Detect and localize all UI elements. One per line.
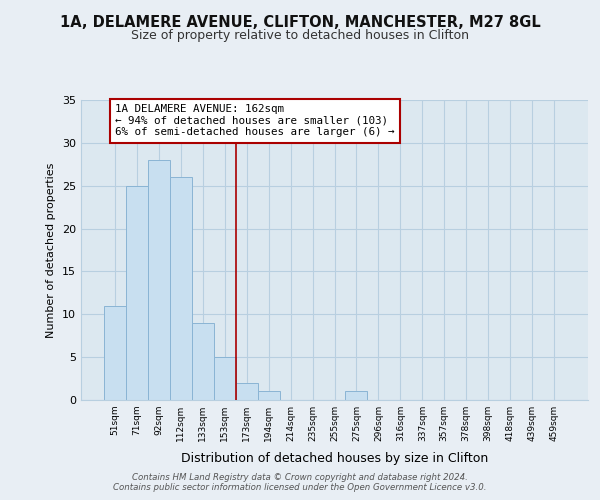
Text: 1A, DELAMERE AVENUE, CLIFTON, MANCHESTER, M27 8GL: 1A, DELAMERE AVENUE, CLIFTON, MANCHESTER… <box>59 15 541 30</box>
Bar <box>236 383 257 400</box>
Bar <box>192 323 214 400</box>
Bar <box>346 392 367 400</box>
Text: Size of property relative to detached houses in Clifton: Size of property relative to detached ho… <box>131 29 469 42</box>
Bar <box>148 160 170 400</box>
Bar <box>170 177 192 400</box>
Bar <box>104 306 126 400</box>
Bar <box>257 392 280 400</box>
X-axis label: Distribution of detached houses by size in Clifton: Distribution of detached houses by size … <box>181 452 488 466</box>
Bar <box>214 357 236 400</box>
Bar <box>126 186 148 400</box>
Text: 1A DELAMERE AVENUE: 162sqm
← 94% of detached houses are smaller (103)
6% of semi: 1A DELAMERE AVENUE: 162sqm ← 94% of deta… <box>115 104 395 138</box>
Y-axis label: Number of detached properties: Number of detached properties <box>46 162 56 338</box>
Text: Contains HM Land Registry data © Crown copyright and database right 2024.
Contai: Contains HM Land Registry data © Crown c… <box>113 473 487 492</box>
